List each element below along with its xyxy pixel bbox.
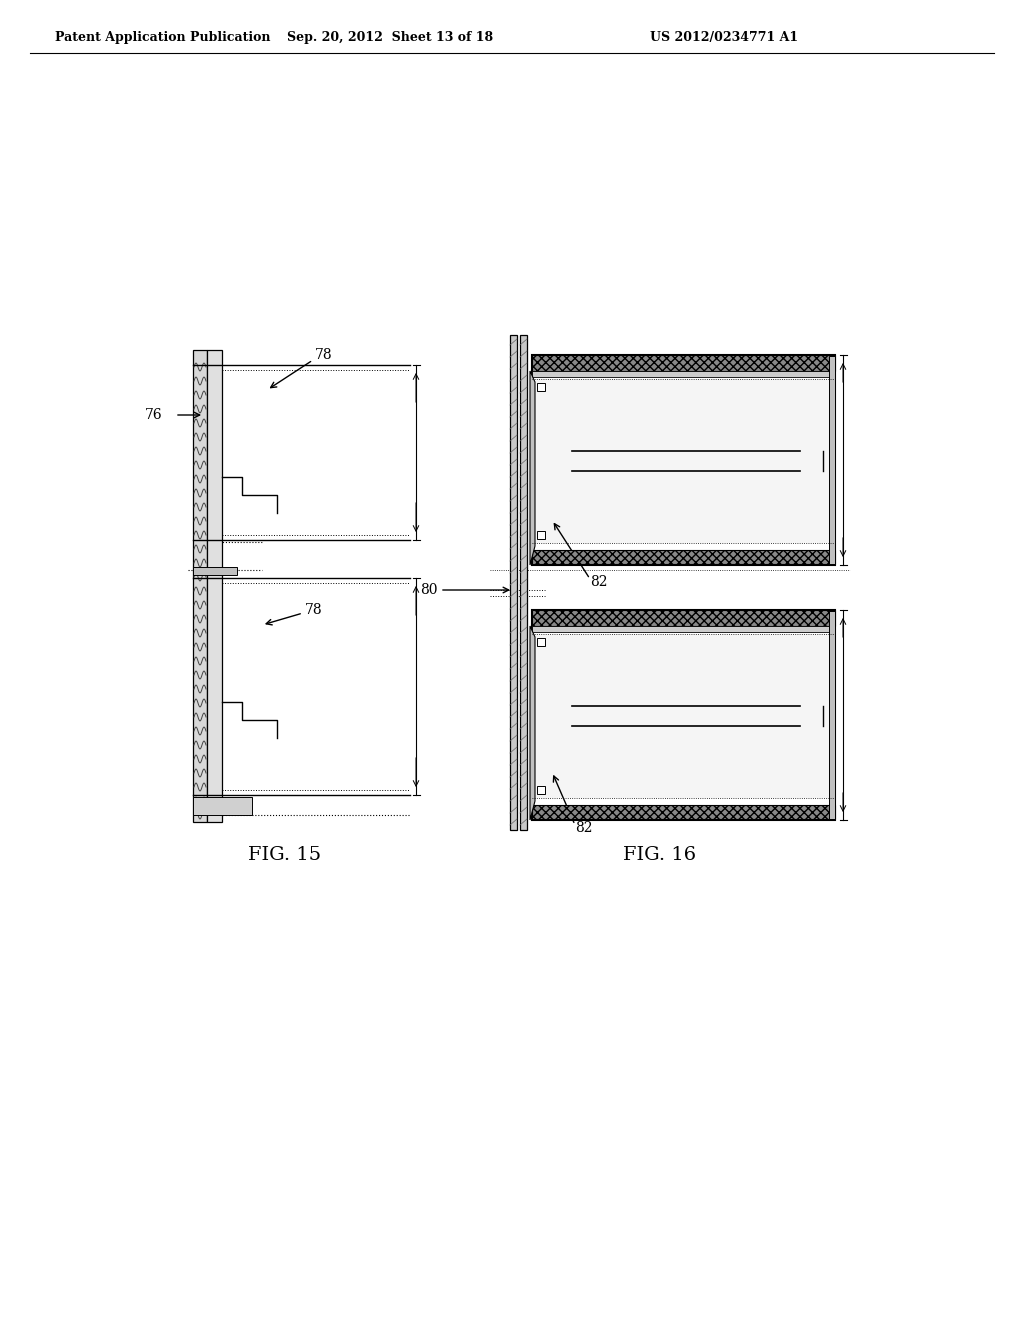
Polygon shape	[530, 371, 535, 565]
Bar	[207, 350, 222, 822]
Text: 82: 82	[590, 576, 607, 589]
Bar	[532, 626, 835, 632]
Text: Sep. 20, 2012  Sheet 13 of 18: Sep. 20, 2012 Sheet 13 of 18	[287, 30, 494, 44]
Bar	[520, 335, 527, 830]
Text: FIG. 16: FIG. 16	[624, 846, 696, 865]
Text: Patent Application Publication: Patent Application Publication	[55, 30, 270, 44]
Text: 82: 82	[575, 821, 593, 836]
Polygon shape	[530, 626, 535, 820]
Bar	[510, 335, 517, 830]
Bar	[193, 568, 237, 576]
Bar	[193, 350, 207, 822]
Bar	[829, 356, 835, 564]
Text: 76: 76	[145, 408, 163, 422]
Bar	[537, 638, 545, 645]
Text: 80: 80	[421, 583, 438, 597]
Bar	[537, 785, 545, 795]
Bar	[532, 805, 835, 818]
Bar	[537, 531, 545, 539]
Bar	[534, 379, 834, 543]
Bar	[193, 797, 252, 814]
Bar	[532, 610, 835, 820]
Bar	[829, 611, 835, 818]
Bar	[532, 355, 835, 565]
Text: 78: 78	[305, 603, 323, 616]
Text: US 2012/0234771 A1: US 2012/0234771 A1	[650, 30, 798, 44]
Bar	[532, 371, 835, 378]
Bar	[537, 383, 545, 391]
Text: FIG. 15: FIG. 15	[249, 846, 322, 865]
Bar	[532, 550, 835, 564]
Bar	[532, 355, 835, 371]
Bar	[532, 610, 835, 626]
Text: 78: 78	[315, 348, 333, 362]
Bar	[534, 634, 834, 799]
